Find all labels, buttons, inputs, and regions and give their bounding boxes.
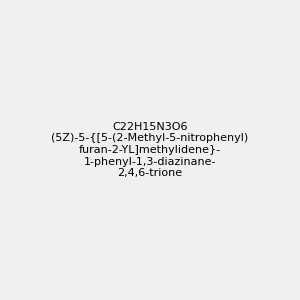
- Text: C22H15N3O6
(5Z)-5-{[5-(2-Methyl-5-nitrophenyl)
furan-2-YL]methylidene}-
1-phenyl: C22H15N3O6 (5Z)-5-{[5-(2-Methyl-5-nitrop…: [51, 122, 249, 178]
